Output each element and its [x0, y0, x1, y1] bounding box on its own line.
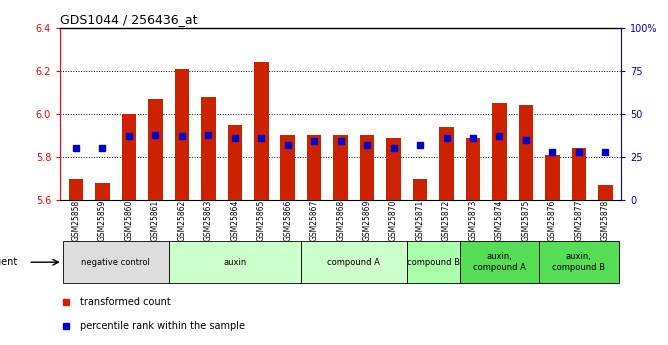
Text: GSM25877: GSM25877: [574, 200, 583, 242]
Text: auxin,
compound B: auxin, compound B: [552, 253, 605, 272]
Text: auxin,
compound A: auxin, compound A: [473, 253, 526, 272]
Bar: [281, 135, 295, 200]
Text: GSM25867: GSM25867: [310, 200, 319, 242]
Bar: [174, 69, 189, 200]
Text: GSM25865: GSM25865: [257, 200, 266, 242]
Text: GDS1044 / 256436_at: GDS1044 / 256436_at: [60, 13, 198, 27]
Text: GSM25876: GSM25876: [548, 200, 557, 242]
Text: GSM25861: GSM25861: [151, 200, 160, 242]
Text: auxin: auxin: [223, 258, 246, 267]
Text: GSM25870: GSM25870: [389, 200, 398, 242]
Text: GSM25863: GSM25863: [204, 200, 213, 242]
Bar: [460, 241, 539, 283]
Text: percentile rank within the sample: percentile rank within the sample: [79, 321, 244, 331]
Text: GSM25871: GSM25871: [415, 200, 425, 242]
Bar: [440, 127, 454, 200]
Bar: [407, 241, 460, 283]
Bar: [168, 241, 301, 283]
Text: GSM25868: GSM25868: [336, 200, 345, 242]
Text: GSM25869: GSM25869: [363, 200, 371, 242]
Text: GSM25875: GSM25875: [522, 200, 530, 242]
Bar: [96, 183, 110, 200]
Text: GSM25860: GSM25860: [124, 200, 134, 242]
Text: GSM25874: GSM25874: [495, 200, 504, 242]
Text: agent: agent: [0, 257, 18, 267]
Bar: [598, 185, 613, 200]
Bar: [69, 178, 84, 200]
Bar: [122, 114, 136, 200]
Bar: [307, 135, 321, 200]
Bar: [333, 135, 348, 200]
Bar: [518, 105, 533, 200]
Bar: [201, 97, 216, 200]
Bar: [386, 138, 401, 200]
Bar: [545, 155, 560, 200]
Text: compound B: compound B: [407, 258, 460, 267]
Bar: [254, 62, 269, 200]
Bar: [360, 135, 375, 200]
Text: GSM25872: GSM25872: [442, 200, 451, 242]
Bar: [466, 138, 480, 200]
Text: negative control: negative control: [81, 258, 150, 267]
Bar: [492, 103, 507, 200]
Text: transformed count: transformed count: [79, 297, 170, 307]
Bar: [301, 241, 407, 283]
Text: GSM25862: GSM25862: [178, 200, 186, 242]
Text: GSM25858: GSM25858: [71, 200, 81, 242]
Text: GSM25866: GSM25866: [283, 200, 292, 242]
Bar: [572, 148, 587, 200]
Bar: [148, 99, 163, 200]
Bar: [413, 178, 428, 200]
Text: GSM25873: GSM25873: [468, 200, 478, 242]
Bar: [63, 241, 168, 283]
Text: GSM25878: GSM25878: [601, 200, 610, 242]
Bar: [539, 241, 619, 283]
Text: GSM25859: GSM25859: [98, 200, 107, 242]
Text: compound A: compound A: [327, 258, 380, 267]
Bar: [228, 125, 242, 200]
Text: GSM25864: GSM25864: [230, 200, 239, 242]
